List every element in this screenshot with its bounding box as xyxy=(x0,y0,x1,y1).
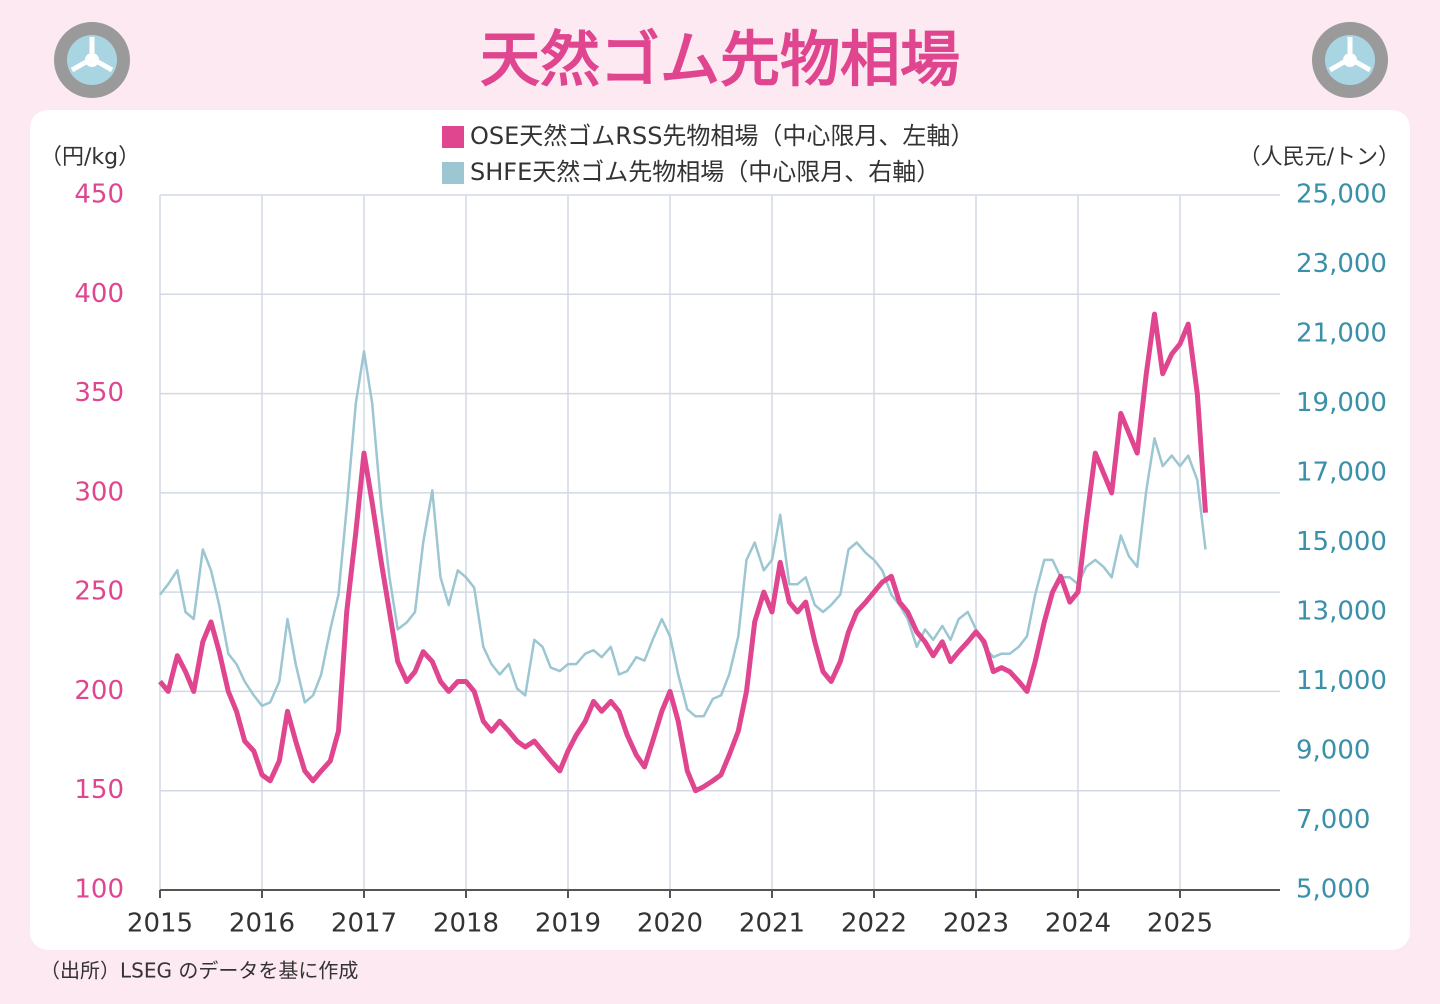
x-tick-label: 2025 xyxy=(1147,909,1213,939)
x-tick-label: 2023 xyxy=(943,909,1009,939)
line-series xyxy=(159,350,1207,718)
y2-tick-label: 13,000 xyxy=(1296,597,1387,627)
tire-icon xyxy=(54,22,130,98)
y-tick-label: 300 xyxy=(74,477,124,507)
y2-tick-label: 15,000 xyxy=(1296,527,1387,557)
y2-tick-label: 7,000 xyxy=(1296,805,1370,835)
x-tick-label: 2024 xyxy=(1045,909,1111,939)
y-tick-label: 250 xyxy=(74,577,124,607)
y-tick-label: 400 xyxy=(74,279,124,309)
title: 天然ゴム先物相場 xyxy=(480,26,960,96)
y2-tick-label: 11,000 xyxy=(1296,666,1387,696)
x-tick-label: 2018 xyxy=(433,909,499,939)
y-tick-label: 200 xyxy=(74,676,124,706)
source: （出所）LSEG のデータを基に作成 xyxy=(40,959,358,983)
y-tick-label: 350 xyxy=(74,378,124,408)
y2-tick-label: 5,000 xyxy=(1296,875,1370,905)
x-tick-label: 2020 xyxy=(637,909,703,939)
legend-swatch xyxy=(442,162,464,184)
y2-tick-label: 19,000 xyxy=(1296,388,1387,418)
y2-tick-label: 25,000 xyxy=(1296,180,1387,210)
y2-tick-label: 17,000 xyxy=(1296,458,1387,488)
legend-label: OSE天然ゴムRSS先物相場（中心限月、左軸） xyxy=(470,122,974,150)
x-tick-label: 2015 xyxy=(127,909,193,939)
line-series xyxy=(158,311,1208,794)
x-tick-label: 2017 xyxy=(331,909,397,939)
panel xyxy=(30,110,1410,950)
y-axis-label: （円/kg） xyxy=(40,145,140,170)
y2-tick-label: 9,000 xyxy=(1296,736,1370,766)
x-tick-label: 2016 xyxy=(229,909,295,939)
y-tick-label: 150 xyxy=(74,775,124,805)
y-tick-label: 100 xyxy=(74,875,124,905)
y-tick-label: 450 xyxy=(74,180,124,210)
y2-tick-label: 23,000 xyxy=(1296,249,1387,279)
legend-swatch xyxy=(442,126,464,148)
legend-label: SHFE天然ゴム先物相場（中心限月、右軸） xyxy=(470,158,940,186)
x-tick-label: 2019 xyxy=(535,909,601,939)
tire-icon xyxy=(1312,22,1388,98)
x-tick-label: 2022 xyxy=(841,909,907,939)
x-tick-label: 2021 xyxy=(739,909,805,939)
y2-tick-label: 21,000 xyxy=(1296,319,1387,349)
y2-axis-label: （人民元/トン） xyxy=(1239,145,1400,170)
